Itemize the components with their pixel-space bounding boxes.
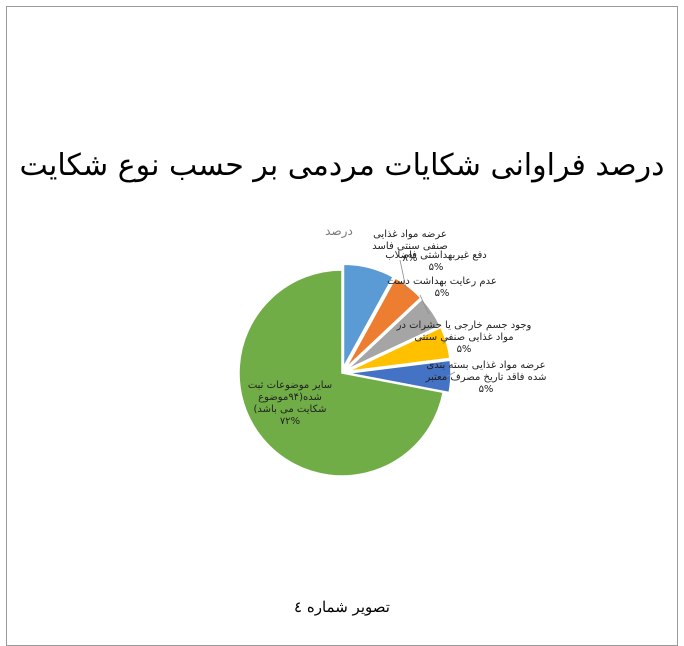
- leader-line-5: [446, 371, 456, 377]
- slice-label-3: عدم رعایت بهداشت دست ۵%: [387, 276, 497, 299]
- leader-line-2: [399, 259, 407, 291]
- series-name: درصد: [325, 224, 353, 238]
- slice-label-6: سایر موضوعات ثبت شده(۹۴موضوع شکایت می باشد…: [248, 380, 332, 427]
- pie-slice-5: [347, 359, 452, 394]
- pie-slice-2: [345, 276, 422, 369]
- leader-line-3: [419, 294, 430, 315]
- figure-caption: تصویر شماره ٤: [294, 598, 390, 616]
- slice-label-4: وجود جسم خارجی یا حشرات در مواد غذایی صنف…: [396, 320, 532, 355]
- chart-title: درصد فراوانی شکایات مردمی بر حسب نوع شکا…: [19, 148, 665, 183]
- slice-label-1: عرضه مواد غذایی صنفی سنتی فاسد ۸%: [372, 229, 447, 264]
- slice-label-5: عرضه مواد غذایی بسته بندی شده فاقد تاریخ …: [425, 360, 547, 395]
- pie-chart: عرضه مواد غذایی صنفی سنتی فاسد ۸%دفع غیربه…: [238, 229, 547, 477]
- pie-slice-6: [238, 269, 445, 477]
- leader-line-4: [442, 336, 451, 344]
- pie-slice-4: [347, 326, 451, 373]
- pie-slice-1: [342, 263, 395, 368]
- slice-label-2: دفع غیربهداشتی فاضلاب ۵%: [385, 250, 487, 273]
